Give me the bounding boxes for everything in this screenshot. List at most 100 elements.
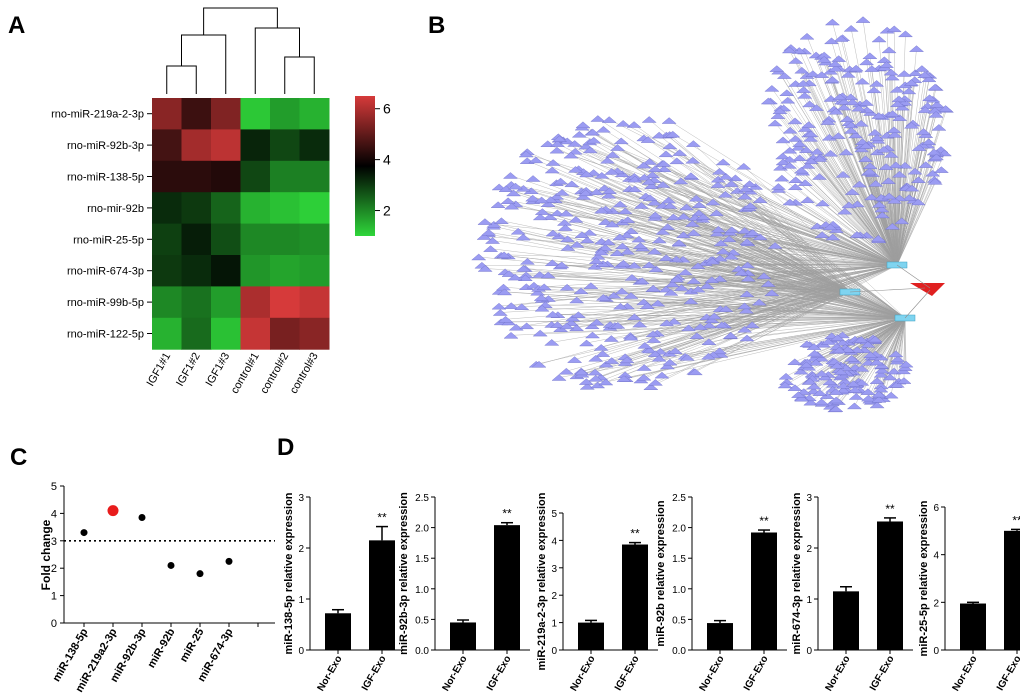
network-node <box>636 374 652 381</box>
network-node <box>738 185 754 192</box>
bar-chart: 0.0 0.5 1.0 1.5 2.0 2.5 miR-92b-3p relative ex… <box>398 492 530 693</box>
network-edge <box>642 247 851 293</box>
heatmap-cell <box>270 223 300 256</box>
network-node <box>650 299 666 307</box>
dendrogram-branch <box>254 27 300 94</box>
network-edge <box>730 317 906 336</box>
network-node <box>540 271 556 279</box>
network-edge <box>695 264 898 373</box>
network-node <box>774 174 790 182</box>
network-node <box>772 107 788 114</box>
network-node <box>823 37 840 45</box>
network-node <box>519 322 535 330</box>
network-node <box>808 359 824 366</box>
network-node <box>775 158 791 166</box>
network-node <box>928 111 944 118</box>
network-edge <box>668 199 898 266</box>
network-edge <box>837 317 906 338</box>
network-node <box>545 159 561 166</box>
network-node <box>881 46 897 54</box>
network-edge <box>708 291 851 357</box>
network-node <box>617 207 633 215</box>
network-node <box>651 236 667 244</box>
network-node <box>874 366 890 374</box>
heatmap-row-label: rno-miR-92b-3p <box>67 140 144 152</box>
network-node <box>515 265 532 272</box>
y-tick-label: 3 <box>551 564 557 575</box>
network-node <box>878 163 894 170</box>
network-node <box>543 196 559 203</box>
network-node <box>883 68 899 76</box>
network-node <box>793 367 809 375</box>
network-node <box>927 83 943 91</box>
heatmap-cell <box>211 255 241 287</box>
network-node <box>796 86 812 93</box>
network-node <box>669 157 685 165</box>
heatmap-cell <box>181 223 212 256</box>
network-node <box>825 233 841 241</box>
heatmap-cell <box>270 255 300 287</box>
heatmap-cell <box>299 286 330 319</box>
bar <box>450 622 476 650</box>
network-edge <box>627 251 898 266</box>
network-edge <box>896 108 946 266</box>
network-edge <box>594 291 851 373</box>
network-node <box>820 338 836 345</box>
y-tick-label: 2.0 <box>415 524 429 535</box>
network-edge <box>896 79 915 266</box>
network-node <box>689 332 705 339</box>
network-node <box>674 284 690 291</box>
network-edge <box>896 125 912 266</box>
network-node <box>910 198 926 206</box>
network-node <box>704 276 720 283</box>
network-node <box>918 161 934 168</box>
network-node <box>540 200 556 207</box>
network-node <box>756 272 772 279</box>
network-node <box>837 207 853 215</box>
network-node <box>896 70 912 77</box>
network-node <box>894 217 910 225</box>
network-node <box>843 93 859 101</box>
network-node <box>897 30 914 38</box>
network-node <box>695 213 711 220</box>
network-node <box>721 235 737 243</box>
network-node <box>840 71 856 78</box>
network-node <box>828 108 844 115</box>
network-node <box>701 353 717 360</box>
heatmap-cell <box>152 317 182 350</box>
network-node <box>712 347 728 355</box>
network-edge <box>896 201 919 266</box>
network-node <box>641 178 657 185</box>
network-node <box>745 229 761 236</box>
network-node <box>718 173 734 180</box>
network-node <box>634 277 650 284</box>
network-node <box>822 223 838 231</box>
network-node <box>661 196 677 204</box>
network-edge <box>896 74 928 266</box>
network-edge <box>518 231 906 319</box>
heatmap-cell <box>240 255 271 287</box>
network-edge <box>804 95 898 266</box>
network-node <box>807 349 823 357</box>
network-edge <box>853 317 906 384</box>
bar <box>494 525 520 650</box>
network-edge <box>552 262 906 319</box>
network-node <box>567 356 583 363</box>
y-tick-label: 0 <box>806 646 812 657</box>
network-node <box>648 265 664 273</box>
heatmap-cell <box>152 223 182 256</box>
network-edge <box>743 166 906 319</box>
network-edge <box>815 54 898 266</box>
network-node <box>568 216 584 223</box>
network-node <box>604 168 620 175</box>
network-node <box>603 335 619 342</box>
network-node <box>828 65 844 72</box>
network-edge <box>849 287 926 293</box>
network-node <box>619 356 635 364</box>
network-node <box>901 87 917 95</box>
colorbar <box>355 96 375 236</box>
y-tick-label: 1.5 <box>415 554 429 565</box>
network-node <box>658 254 674 261</box>
network-edge <box>504 291 906 319</box>
